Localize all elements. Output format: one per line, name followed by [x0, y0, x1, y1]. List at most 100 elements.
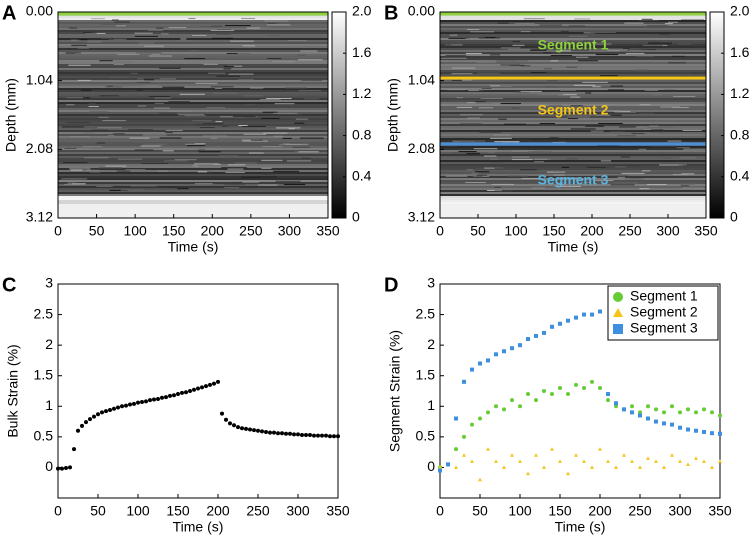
data-point: [228, 421, 232, 426]
texture-speck: [512, 159, 533, 161]
texture-speck: [682, 130, 702, 132]
texture-speck: [132, 97, 144, 99]
texture-speck: [561, 166, 570, 168]
texture-row: [58, 56, 328, 58]
data-point: [478, 361, 482, 366]
texture-speck: [242, 45, 256, 47]
texture-speck: [682, 187, 705, 189]
data-point: [486, 447, 490, 451]
plot-frame: [439, 11, 707, 219]
texture-speck: [558, 177, 581, 179]
data-point: [156, 396, 160, 401]
texture-speck: [566, 158, 578, 160]
data-point: [518, 404, 522, 409]
texture-speck: [66, 122, 91, 124]
texture-speck: [165, 129, 183, 131]
texture-speck: [552, 141, 560, 143]
texture-speck: [191, 120, 212, 122]
texture-speck: [177, 40, 194, 42]
texture-speck: [546, 171, 566, 173]
x-tick-label: 350: [694, 223, 718, 239]
texture-speck: [593, 180, 614, 182]
texture-speck: [206, 106, 226, 108]
texture-speck: [117, 53, 140, 55]
texture-row: [440, 38, 706, 40]
data-point: [710, 431, 714, 436]
texture-speck: [482, 57, 506, 59]
texture-row: [440, 194, 706, 196]
data-point: [718, 413, 722, 418]
panel-letter: D: [384, 274, 398, 296]
texture-speck: [298, 90, 322, 92]
texture-row: [440, 122, 706, 124]
texture-speck: [134, 35, 159, 37]
texture-speck: [197, 171, 207, 173]
texture-speck: [221, 167, 247, 169]
texture-speck: [198, 149, 205, 151]
texture-speck: [477, 72, 500, 74]
texture-speck: [679, 183, 695, 185]
texture-row: [440, 120, 706, 122]
x-axis-label: Time (s): [555, 519, 606, 535]
texture-row: [58, 172, 328, 174]
y-tick-label: 2: [427, 336, 435, 352]
x-tick-label: 250: [628, 503, 652, 519]
texture-row: [58, 124, 328, 126]
texture-speck: [188, 18, 196, 20]
texture-speck: [115, 25, 126, 27]
texture-speck: [216, 33, 231, 35]
legend-box: [607, 285, 719, 341]
texture-speck: [592, 43, 612, 45]
texture-row: [440, 166, 706, 168]
x-tick-label: 250: [239, 223, 263, 239]
texture-row: [58, 214, 328, 216]
texture-row: [440, 208, 706, 210]
data-point: [438, 468, 442, 473]
texture-speck: [550, 55, 573, 57]
texture-speck: [285, 87, 307, 89]
data-point: [590, 465, 594, 470]
data-point: [670, 453, 674, 457]
texture-row: [58, 78, 328, 80]
texture-speck: [681, 19, 705, 21]
texture-speck: [631, 133, 645, 135]
data-point: [176, 392, 180, 397]
texture-row: [58, 108, 328, 110]
data-point: [486, 358, 490, 363]
data-point: [196, 386, 200, 391]
data-point: [542, 330, 546, 335]
texture-row: [440, 30, 706, 32]
texture-row: [58, 64, 328, 66]
data-point: [454, 447, 458, 452]
texture-speck: [531, 187, 546, 189]
data-point: [694, 410, 698, 415]
texture-row: [440, 184, 706, 186]
texture-speck: [262, 146, 283, 148]
texture-row: [440, 48, 706, 50]
texture-speck: [566, 66, 578, 68]
texture-speck: [96, 142, 106, 144]
texture-speck: [441, 57, 467, 59]
texture-speck: [598, 122, 623, 124]
data-point: [478, 416, 482, 421]
texture-row: [440, 64, 706, 66]
data-point: [164, 395, 168, 400]
texture-row: [58, 166, 328, 168]
texture-speck: [523, 18, 545, 20]
texture-speck: [168, 110, 193, 112]
texture-speck: [242, 140, 268, 142]
data-point: [462, 434, 466, 439]
texture-speck: [490, 86, 513, 88]
data-point: [336, 434, 340, 439]
texture-speck: [460, 114, 483, 116]
texture-speck: [64, 183, 86, 185]
x-tick-label: 300: [668, 503, 692, 519]
x-tick-label: 250: [618, 223, 642, 239]
texture-row: [440, 126, 706, 128]
data-point: [598, 309, 602, 314]
y-tick-label: 0.00: [408, 3, 435, 19]
texture-speck: [246, 104, 255, 106]
texture-row: [440, 70, 706, 72]
texture-speck: [136, 89, 143, 91]
